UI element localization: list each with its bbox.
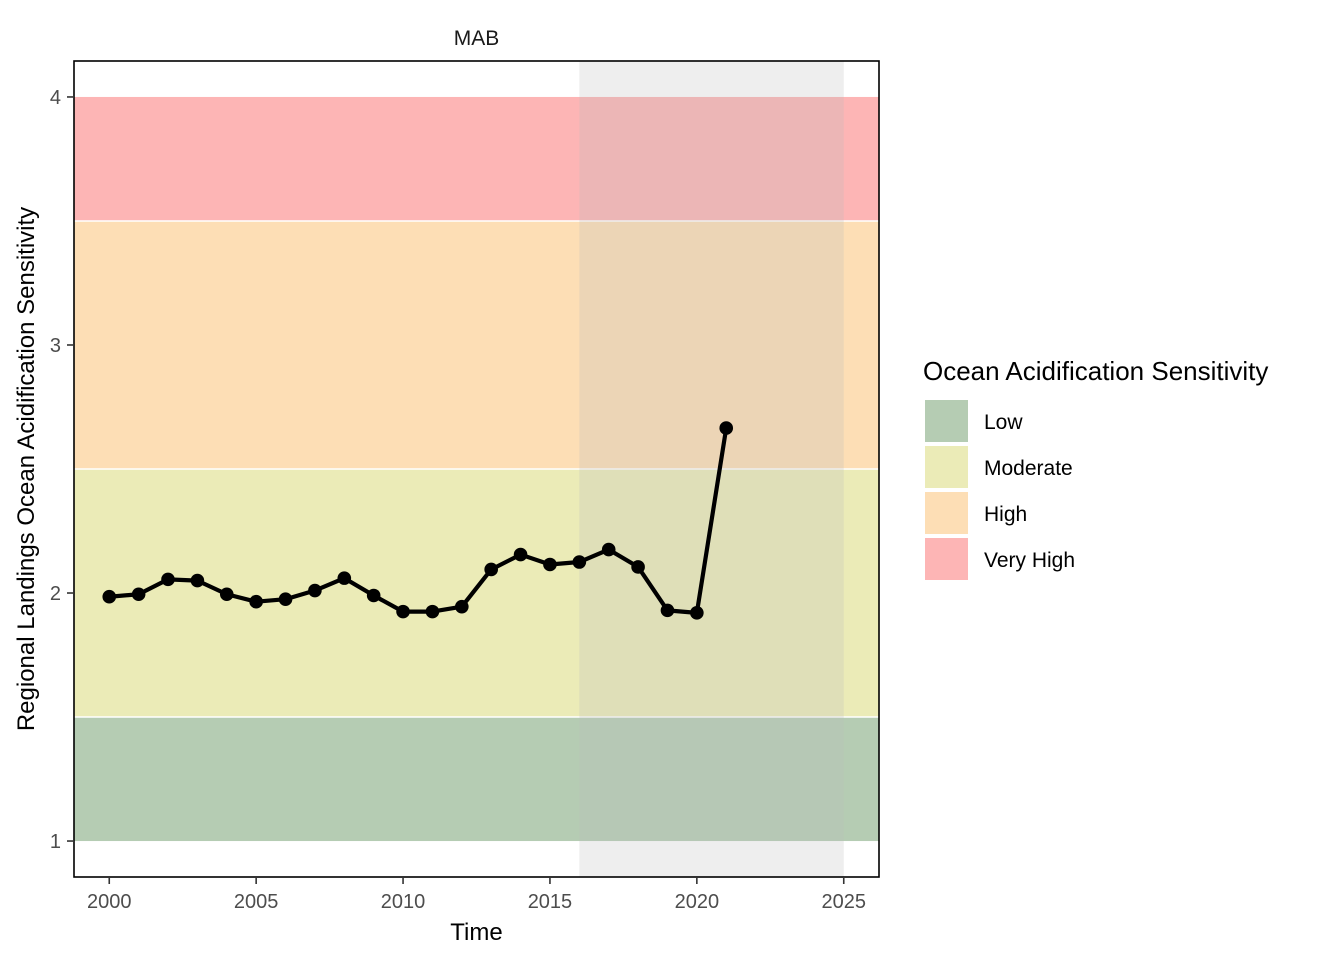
panel-border bbox=[73, 60, 880, 878]
data-series bbox=[102, 421, 734, 620]
highlight-period bbox=[579, 61, 844, 877]
legend-label: Low bbox=[984, 411, 1023, 434]
data-point bbox=[572, 555, 587, 569]
data-point bbox=[161, 572, 175, 587]
legend-key bbox=[925, 446, 968, 488]
data-point bbox=[513, 547, 528, 562]
x-tick-label: 2000 bbox=[87, 891, 132, 913]
data-point bbox=[308, 583, 322, 598]
x-tick-label: 2025 bbox=[821, 891, 866, 913]
y-tick-label: 4 bbox=[50, 87, 61, 109]
y-tick-label: 2 bbox=[50, 583, 61, 605]
data-point bbox=[249, 594, 263, 609]
x-tick-label: 2015 bbox=[528, 891, 573, 913]
data-point bbox=[543, 557, 557, 572]
sensitivity-bands bbox=[74, 96, 879, 842]
data-point bbox=[278, 592, 293, 607]
data-point bbox=[455, 599, 469, 614]
data-point bbox=[601, 542, 616, 557]
x-tick-label: 2010 bbox=[381, 891, 426, 913]
data-point bbox=[219, 587, 234, 602]
data-point bbox=[631, 560, 645, 574]
band-high bbox=[74, 220, 879, 469]
legend-key bbox=[925, 492, 968, 534]
band-low bbox=[74, 717, 879, 842]
legend: Ocean Acidification Sensitivity Low Moder… bbox=[923, 356, 1268, 580]
data-point bbox=[366, 588, 381, 603]
data-point bbox=[337, 571, 352, 585]
band-very-high bbox=[74, 96, 879, 221]
highlight-rect bbox=[579, 61, 844, 877]
legend-title: Ocean Acidification Sensitivity bbox=[923, 356, 1268, 386]
legend-label: Moderate bbox=[984, 457, 1073, 480]
data-point bbox=[484, 562, 498, 577]
data-point bbox=[690, 606, 704, 620]
data-point bbox=[425, 604, 440, 619]
x-tick-label: 2020 bbox=[675, 891, 720, 913]
y-tick-label: 3 bbox=[50, 335, 61, 357]
data-point bbox=[719, 421, 734, 435]
data-point bbox=[190, 573, 205, 588]
legend-key bbox=[925, 400, 968, 442]
axes: 2000 2005 2010 2015 2020 2025 1 2 3 4 bbox=[50, 87, 866, 913]
x-tick-label: 2005 bbox=[234, 891, 279, 913]
legend-label: High bbox=[984, 503, 1027, 526]
data-point bbox=[102, 589, 117, 604]
y-tick-label: 1 bbox=[50, 831, 61, 853]
band-moderate bbox=[74, 469, 879, 718]
series-line bbox=[109, 427, 729, 615]
y-axis-label: Regional Landings Ocean Acidification Se… bbox=[13, 207, 40, 731]
legend-key bbox=[925, 538, 968, 580]
facet-title: MAB bbox=[454, 27, 500, 50]
x-axis-label: Time bbox=[450, 919, 502, 946]
legend-label: Very High bbox=[984, 549, 1075, 572]
data-point bbox=[660, 603, 675, 618]
data-point bbox=[396, 604, 410, 619]
data-point bbox=[131, 587, 146, 602]
